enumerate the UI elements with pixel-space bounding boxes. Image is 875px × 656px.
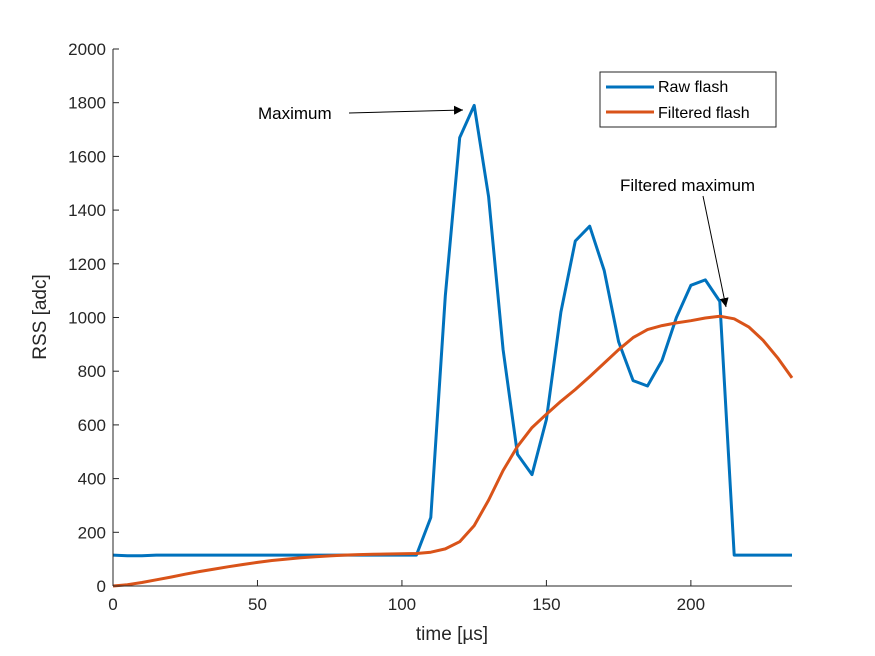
annotation-filtered-maximum-arrow (702, 195, 729, 308)
x-tick-label: 0 (108, 595, 117, 614)
legend-label-filtered-flash: Filtered flash (658, 105, 750, 122)
x-tick-label: 200 (677, 595, 705, 614)
y-axis-label: RSS [adc] (30, 274, 51, 360)
y-tick-label: 1600 (68, 147, 106, 166)
y-tick-label: 600 (78, 416, 106, 435)
y-tick-label: 800 (78, 362, 106, 381)
x-tick-label: 50 (248, 595, 267, 614)
y-tick-label: 1400 (68, 201, 106, 220)
y-tick-label: 0 (97, 577, 106, 596)
legend-box (599, 71, 777, 128)
y-tick-label: 200 (78, 523, 106, 542)
y-tick-label: 1000 (68, 309, 106, 328)
y-tick-label: 2000 (68, 40, 106, 59)
x-tick-label: 150 (532, 595, 560, 614)
legend-label-raw-flash: Raw flash (658, 79, 728, 96)
x-ticks: 0 50 100 150 200 (108, 580, 705, 614)
annotation-maximum-arrow (348, 105, 464, 115)
legend: Raw flash Filtered flash (599, 71, 777, 128)
series-layer (112, 103, 794, 588)
annotation-filtered-maximum-label: Filtered maximum (620, 176, 755, 195)
x-axis-label: time [µs] (416, 624, 488, 645)
x-tick-label: 100 (388, 595, 416, 614)
y-tick-label: 1800 (68, 94, 106, 113)
annotation-filtered-maximum: Filtered maximum (620, 176, 755, 308)
y-tick-label: 1200 (68, 255, 106, 274)
annotation-maximum-label: Maximum (258, 104, 332, 123)
series-line-filtered-flash (112, 314, 794, 588)
series-line-raw-flash (112, 103, 792, 558)
annotation-maximum: Maximum (258, 104, 464, 123)
y-ticks: 0 200 400 600 800 1000 1200 1400 1600 1800 2000 (68, 40, 119, 596)
plot-area (113, 49, 792, 586)
y-tick-label: 400 (78, 470, 106, 489)
